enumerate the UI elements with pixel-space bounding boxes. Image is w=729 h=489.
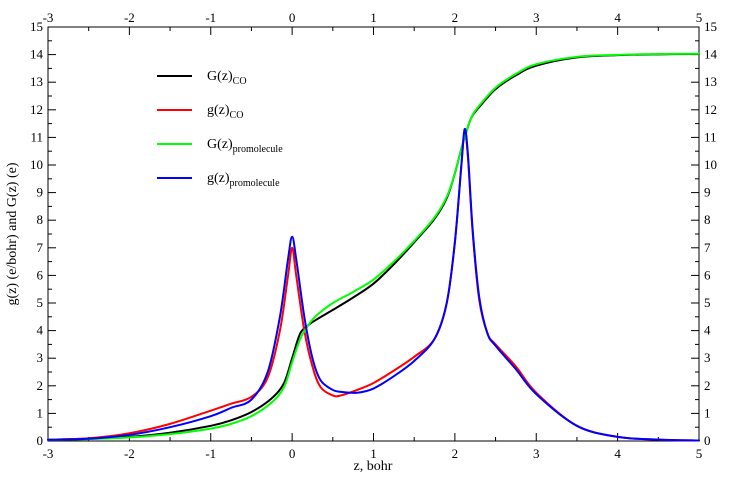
x-tick-label-top: 1 — [370, 10, 377, 25]
x-tick-label-bottom: 1 — [370, 446, 377, 461]
series-line-3 — [47, 52, 700, 441]
series-line-1 — [47, 53, 700, 441]
y-tick-label-left: 15 — [30, 19, 43, 34]
legend-subscript-1: CO — [233, 76, 247, 87]
y-tick-label-right: 10 — [704, 157, 717, 172]
x-tick-label-bottom: 2 — [452, 446, 459, 461]
y-tick-label-right: 7 — [704, 240, 711, 255]
x-tick-label-top: -3 — [43, 10, 54, 25]
y-tick-label-right: 5 — [704, 295, 711, 310]
legend-subscript-4: promolecule — [230, 178, 281, 189]
y-tick-label-right: 1 — [704, 405, 711, 420]
y-tick-label-left: 13 — [30, 74, 43, 89]
series-line-4 — [47, 127, 700, 442]
x-tick-label-bottom: -1 — [205, 446, 216, 461]
y-tick-label-left: 11 — [30, 129, 43, 144]
plot-frame — [47, 26, 700, 442]
x-tick-label-bottom: 4 — [614, 446, 621, 461]
legend-label-4: g(z)promolecule — [207, 171, 280, 189]
y-tick-label-right: 14 — [704, 47, 718, 62]
x-tick-label-bottom: 5 — [696, 446, 703, 461]
legend-subscript-3: promolecule — [233, 144, 284, 155]
x-axis-label: z, bohr — [354, 459, 393, 474]
y-tick-label-left: 10 — [30, 157, 43, 172]
y-tick-label-right: 3 — [704, 350, 711, 365]
x-tick-label-top: 4 — [614, 10, 621, 25]
y-tick-label-right: 8 — [704, 212, 711, 227]
x-tick-label-bottom: 0 — [289, 446, 296, 461]
y-tick-label-right: 0 — [704, 433, 711, 448]
y-tick-label-right: 9 — [704, 185, 711, 200]
y-tick-label-left: 12 — [30, 102, 43, 117]
y-tick-label-left: 14 — [30, 47, 44, 62]
y-tick-label-right: 2 — [704, 378, 711, 393]
y-tick-label-left: 9 — [37, 185, 44, 200]
x-tick-label-top: -1 — [205, 10, 216, 25]
legend-subscript-2: CO — [230, 110, 244, 121]
y-axis-label: g(z) (e/bohr) and G(z) (e) — [5, 162, 20, 305]
legend: G(z)CO g(z)CO G(z)promolecule g(z)promolecu… — [157, 69, 283, 189]
y-tick-label-right: 13 — [704, 74, 717, 89]
y-tick-label-left: 7 — [37, 240, 44, 255]
y-tick-label-left: 0 — [37, 433, 44, 448]
y-tick-label-left: 8 — [37, 212, 44, 227]
x-tick-label-top: 5 — [696, 10, 703, 25]
legend-label-3: G(z)promolecule — [207, 137, 283, 155]
y-tick-label-right: 15 — [704, 19, 717, 34]
x-tick-label-top: 3 — [533, 10, 540, 25]
y-tick-label-right: 6 — [704, 267, 711, 282]
x-tick-label-bottom: 3 — [533, 446, 540, 461]
y-tick-label-left: 2 — [37, 378, 44, 393]
y-tick-label-left: 4 — [37, 323, 44, 338]
x-tick-label-top: -2 — [124, 10, 135, 25]
x-tick-label-top: 0 — [289, 10, 296, 25]
series-line-2 — [47, 130, 700, 442]
y-tick-label-right: 12 — [704, 102, 717, 117]
y-tick-label-left: 5 — [37, 295, 44, 310]
y-tick-label-left: 3 — [37, 350, 44, 365]
legend-label-1: G(z)CO — [207, 69, 247, 87]
y-tick-label-left: 6 — [37, 267, 44, 282]
y-tick-label-right: 4 — [704, 323, 711, 338]
x-tick-label-bottom: -2 — [124, 446, 135, 461]
legend-label-2: g(z)CO — [207, 103, 243, 121]
series-layer — [47, 52, 700, 442]
x-tick-label-bottom: -3 — [43, 446, 54, 461]
y-tick-label-right: 11 — [704, 129, 717, 144]
x-tick-label-top: 2 — [452, 10, 459, 25]
y-tick-label-left: 1 — [37, 405, 44, 420]
